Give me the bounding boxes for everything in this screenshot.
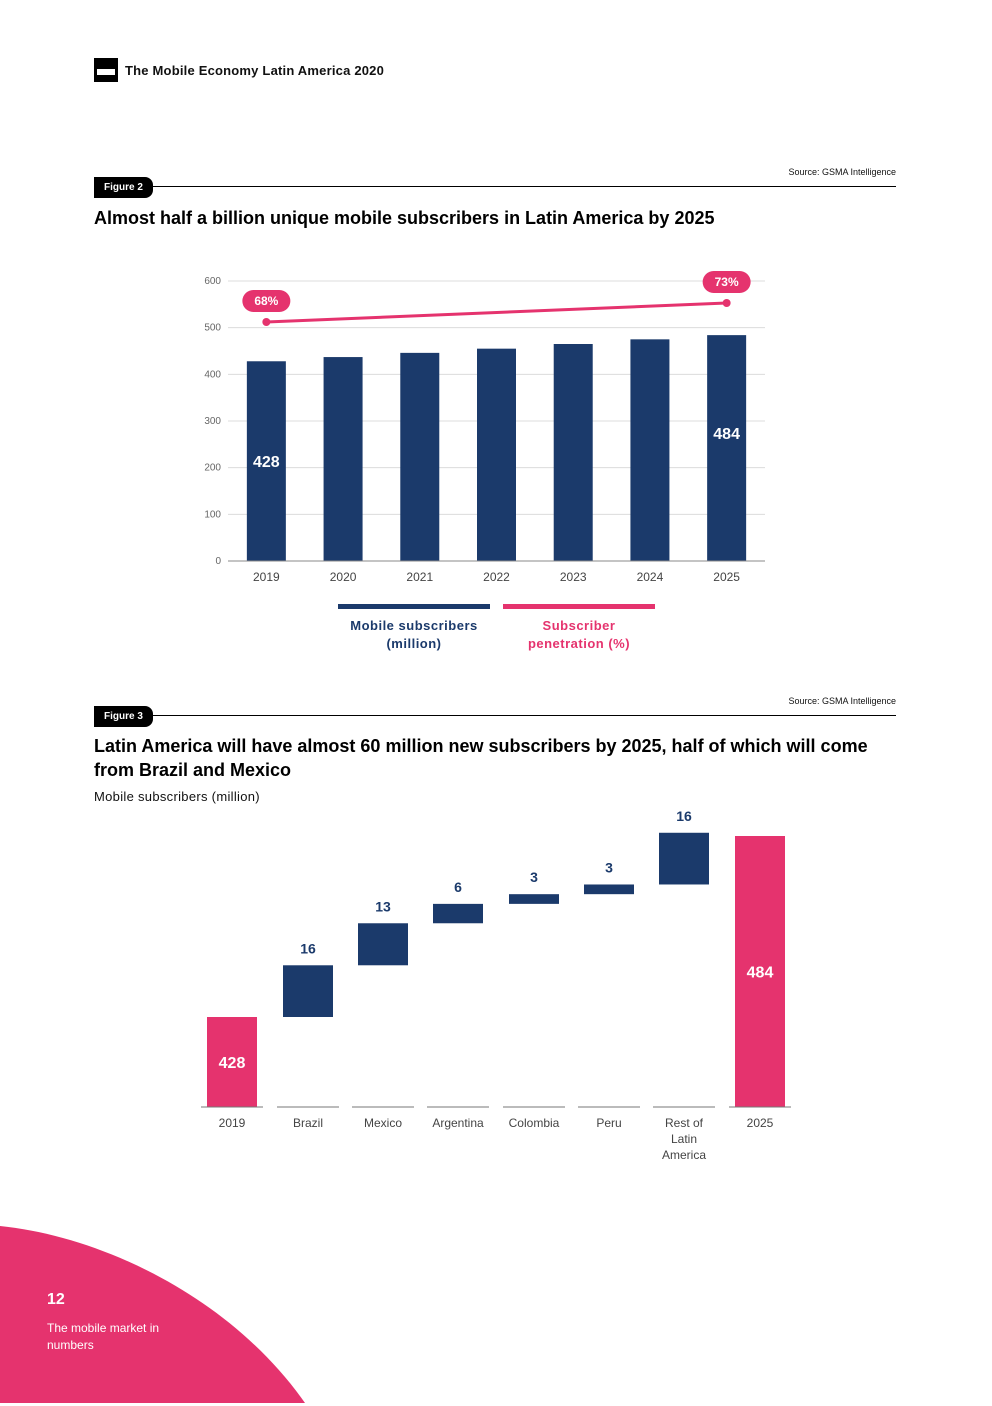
x-tick-label: 2020 bbox=[330, 570, 357, 584]
report-header: The Mobile Economy Latin America 2020 bbox=[94, 58, 384, 82]
figure3-tag: Figure 3 bbox=[94, 706, 153, 727]
figure3-source: Source: GSMA Intelligence bbox=[788, 696, 896, 706]
waterfall-data-label: 484 bbox=[747, 965, 774, 982]
penetration-data-label: 68% bbox=[254, 294, 278, 308]
x-tick-label: 2019 bbox=[253, 570, 280, 584]
subscriber-bar bbox=[400, 352, 440, 561]
penetration-line bbox=[266, 301, 727, 324]
subscriber-bar bbox=[477, 348, 516, 561]
figure2-source: Source: GSMA Intelligence bbox=[788, 167, 896, 177]
penetration-label-pill bbox=[242, 290, 291, 312]
section-label: The mobile market in numbers bbox=[47, 1321, 160, 1352]
waterfall-data-label: 6 bbox=[454, 879, 462, 895]
x-category-label: 2019 bbox=[219, 1116, 246, 1130]
legend-penetration-label: Subscriber penetration (%) bbox=[527, 618, 631, 651]
report-title: The Mobile Economy Latin America 2020 bbox=[125, 62, 385, 78]
waterfall-delta-bar bbox=[283, 965, 333, 1017]
penetration-point bbox=[262, 318, 271, 326]
x-category-label: Brazil bbox=[293, 1116, 323, 1130]
penetration-point bbox=[722, 299, 731, 307]
figure2-rule bbox=[94, 186, 896, 187]
waterfall-delta-bar bbox=[659, 832, 709, 885]
y-tick-label: 100 bbox=[204, 509, 221, 520]
subscriber-bar bbox=[553, 344, 593, 561]
x-tick-label: 2021 bbox=[406, 570, 433, 584]
subscriber-bar bbox=[707, 335, 747, 561]
x-tick-label: 2022 bbox=[483, 570, 510, 584]
bar-data-label: 484 bbox=[713, 426, 740, 443]
waterfall-data-label: 16 bbox=[300, 940, 316, 956]
waterfall-delta-bar bbox=[509, 894, 559, 904]
x-category-label: Rest of bbox=[665, 1116, 704, 1130]
waterfall-data-label: 13 bbox=[375, 898, 391, 914]
waterfall-data-label: 428 bbox=[219, 1055, 246, 1072]
legend-mobile-subscribers: Mobile subscribers (million) bbox=[338, 604, 490, 653]
x-tick-label: 2024 bbox=[637, 570, 664, 584]
y-tick-label: 300 bbox=[204, 416, 221, 427]
subscriber-bar bbox=[630, 339, 670, 561]
x-category-label: America bbox=[662, 1148, 706, 1162]
legend-subscribers-swatch bbox=[338, 604, 490, 609]
x-tick-label: 2025 bbox=[713, 570, 740, 584]
figure2-tag: Figure 2 bbox=[94, 177, 153, 198]
legend-penetration-swatch bbox=[503, 604, 655, 609]
gsma-logo-icon bbox=[94, 58, 118, 82]
figure3-subtitle: Mobile subscribers (million) bbox=[94, 789, 260, 804]
legend-subscriber-penetration: Subscriber penetration (%) bbox=[503, 604, 655, 653]
waterfall-delta-bar bbox=[433, 903, 483, 924]
waterfall-total-bar bbox=[207, 1017, 257, 1107]
page-number: 12 bbox=[47, 1291, 65, 1308]
subscriber-bar bbox=[323, 357, 363, 561]
bar-data-label: 428 bbox=[253, 454, 280, 471]
legend-subscribers-label: Mobile subscribers (million) bbox=[350, 618, 478, 651]
y-tick-label: 500 bbox=[204, 323, 221, 334]
waterfall-data-label: 3 bbox=[605, 859, 613, 875]
y-tick-label: 400 bbox=[204, 369, 221, 380]
subscriber-bar bbox=[246, 361, 286, 561]
x-category-label: Argentina bbox=[432, 1116, 484, 1130]
waterfall-delta-bar bbox=[358, 923, 408, 966]
figure3-title: Latin America will have almost 60 millio… bbox=[94, 736, 868, 780]
waterfall-data-label: 16 bbox=[676, 808, 692, 824]
x-tick-label: 2023 bbox=[560, 570, 587, 584]
penetration-label-pill bbox=[702, 271, 751, 293]
penetration-data-label: 73% bbox=[715, 275, 739, 289]
x-category-label: Latin bbox=[671, 1132, 697, 1146]
x-category-label: Peru bbox=[596, 1116, 621, 1130]
x-category-label: Mexico bbox=[364, 1116, 402, 1130]
waterfall-total-bar bbox=[735, 836, 785, 1107]
subscribers-waterfall-chart: 428 2019 16 Brazil 13 Mexico 6 Argentina 3 Colomb… bbox=[201, 808, 791, 1162]
x-category-label: Colombia bbox=[509, 1116, 560, 1130]
waterfall-delta-bar bbox=[584, 884, 634, 895]
x-category-label: 2025 bbox=[747, 1116, 774, 1130]
figure3-rule bbox=[94, 715, 896, 716]
corner-decoration bbox=[0, 1226, 305, 1403]
y-tick-label: 200 bbox=[204, 463, 221, 474]
y-tick-label: 0 bbox=[215, 556, 221, 567]
waterfall-data-label: 3 bbox=[530, 869, 538, 885]
figure2-title: Almost half a billion unique mobile subs… bbox=[94, 208, 715, 228]
y-tick-label: 600 bbox=[204, 276, 221, 287]
subscribers-bar-chart: 0 100 200 300 400 500 600 2019 428 2020 2021 2022 20… bbox=[204, 271, 765, 584]
